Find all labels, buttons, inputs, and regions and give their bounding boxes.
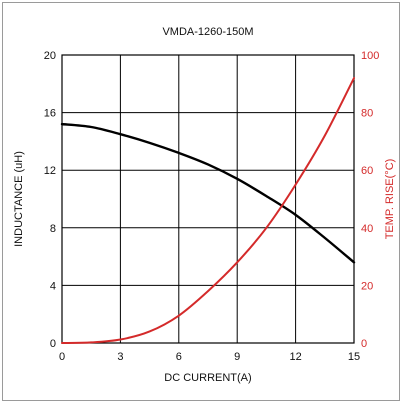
y2-tick-label: 20	[361, 280, 373, 292]
y2-tick-label: 100	[361, 50, 379, 62]
y-tick-label: 0	[50, 338, 56, 350]
y2-axis-label: TEMP. RISE(°C)	[384, 159, 396, 240]
x-tick-label: 6	[176, 351, 182, 363]
x-tick-label: 0	[59, 351, 65, 363]
y2-axis-ticks: 0 20 40 60 80 100	[361, 50, 379, 350]
y-tick-label: 4	[50, 280, 56, 292]
y2-tick-label: 40	[361, 223, 373, 235]
x-tick-label: 15	[348, 351, 360, 363]
chart-frame	[2, 2, 400, 401]
y-axis-ticks: 0 4 8 12 16 20	[44, 50, 56, 350]
series-layer	[60, 77, 356, 344]
inductance-curve	[60, 122, 356, 264]
x-tick-label: 3	[117, 351, 123, 363]
chart-title: VMDA-1260-150M	[162, 26, 253, 38]
y2-tick-label: 0	[361, 338, 367, 350]
y-axis-label: INDUCTANCE (uH)	[13, 151, 25, 247]
temp-rise-curve	[61, 77, 355, 344]
x-tick-label: 12	[289, 351, 301, 363]
y-tick-label: 20	[44, 50, 56, 62]
x-tick-label: 9	[234, 351, 240, 363]
y-tick-label: 16	[44, 108, 56, 120]
plot-border	[61, 54, 355, 344]
y-tick-label: 8	[50, 223, 56, 235]
y-tick-label: 12	[44, 165, 56, 177]
x-axis-label: DC CURRENT(A)	[164, 372, 251, 384]
grid-lines	[61, 54, 355, 344]
x-axis-ticks: 0 3 6 9 12 15	[59, 351, 360, 363]
y2-tick-label: 80	[361, 108, 373, 120]
y2-tick-label: 60	[361, 165, 373, 177]
